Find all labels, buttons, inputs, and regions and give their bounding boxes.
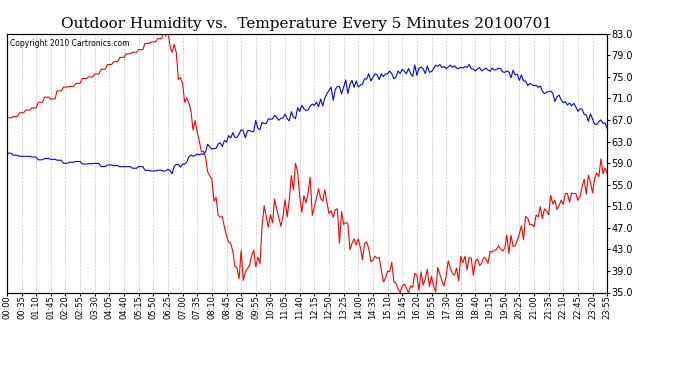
Title: Outdoor Humidity vs.  Temperature Every 5 Minutes 20100701: Outdoor Humidity vs. Temperature Every 5… [61,17,553,31]
Text: Copyright 2010 Cartronics.com: Copyright 2010 Cartronics.com [10,39,130,48]
